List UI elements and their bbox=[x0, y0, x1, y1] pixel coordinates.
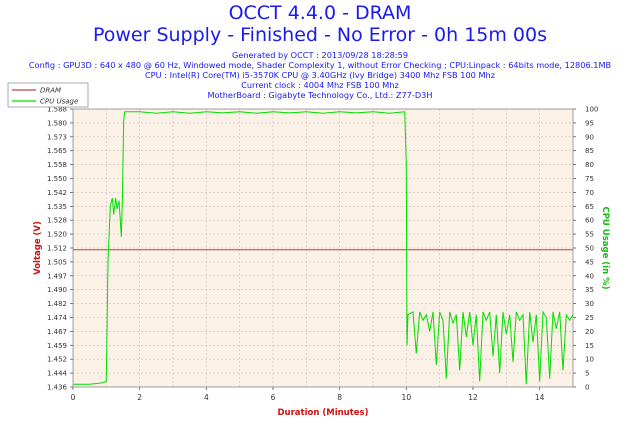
y2-tick-label: 90 bbox=[585, 133, 594, 141]
y-tick-label: 1.565 bbox=[47, 147, 67, 155]
y-tick-label: 1.490 bbox=[47, 286, 67, 294]
y2-tick-label: 80 bbox=[585, 161, 594, 169]
y2-tick-label: 70 bbox=[585, 189, 594, 197]
y2-tick-label: 55 bbox=[585, 231, 594, 239]
y-tick-label: 1.542 bbox=[47, 189, 67, 197]
x-tick-label: 2 bbox=[137, 393, 142, 402]
series-line-cpu-usage bbox=[73, 111, 574, 385]
info-generated: Generated by OCCT : 2013/09/28 18:28:59 bbox=[231, 50, 409, 60]
y-tick-label: 1.444 bbox=[47, 370, 68, 378]
y2-tick-label: 10 bbox=[585, 356, 594, 364]
x-axis-label: Duration (Minutes) bbox=[278, 408, 369, 418]
info-current-clock: Current clock : 4004 Mhz FSB 100 Mhz bbox=[241, 80, 399, 90]
y-tick-label: 1.573 bbox=[47, 133, 67, 141]
y-tick-label: 1.459 bbox=[47, 342, 67, 350]
y-tick-label: 1.505 bbox=[47, 258, 67, 266]
x-tick-label: 0 bbox=[71, 393, 76, 402]
x-tick-label: 12 bbox=[468, 393, 478, 402]
y2-tick-label: 15 bbox=[585, 342, 594, 350]
y-tick-label: 1.482 bbox=[47, 300, 67, 308]
y2-tick-label: 95 bbox=[585, 119, 594, 127]
y2-tick-label: 35 bbox=[585, 286, 594, 294]
y-tick-label: 1.520 bbox=[47, 231, 67, 239]
y-tick-label: 1.436 bbox=[47, 384, 68, 392]
y-tick-label: 1.474 bbox=[47, 314, 68, 322]
plot-frame bbox=[72, 108, 574, 388]
y2-tick-label: 5 bbox=[585, 370, 589, 378]
x-tick-label: 8 bbox=[337, 393, 342, 402]
y-tick-label: 1.550 bbox=[47, 175, 67, 183]
y2-tick-label: 40 bbox=[585, 272, 594, 280]
y2-tick-label: 85 bbox=[585, 147, 594, 155]
chart-title: OCCT 4.4.0 - DRAM bbox=[228, 2, 412, 24]
x-tick-label: 14 bbox=[535, 393, 545, 402]
y2-tick-label: 60 bbox=[585, 217, 594, 225]
legend-label: DRAM bbox=[40, 87, 61, 95]
y-tick-label: 1.558 bbox=[47, 161, 67, 169]
y2-tick-label: 20 bbox=[585, 328, 594, 336]
y2-tick-label: 65 bbox=[585, 203, 594, 211]
y2-tick-label: 30 bbox=[585, 300, 594, 308]
x-tick-label: 6 bbox=[271, 393, 276, 402]
y-tick-label: 1.467 bbox=[47, 328, 67, 336]
y2-tick-label: 75 bbox=[585, 175, 594, 183]
x-tick-label: 10 bbox=[402, 393, 412, 402]
y2-tick-label: 45 bbox=[585, 258, 594, 266]
legend-box bbox=[7, 82, 89, 108]
y-tick-label: 1.528 bbox=[47, 217, 67, 225]
y-tick-label: 1.452 bbox=[47, 356, 67, 364]
y2-tick-label: 25 bbox=[585, 314, 594, 322]
y2-tick-label: 50 bbox=[585, 245, 594, 253]
y2-tick-label: 0 bbox=[585, 384, 589, 392]
y-axis-label: Voltage (V) bbox=[33, 221, 43, 275]
legend-label: CPU Usage bbox=[40, 98, 78, 106]
y-tick-label: 1.512 bbox=[47, 245, 67, 253]
info-cpu: CPU : Intel(R) Core(TM) i5-3570K CPU @ 3… bbox=[144, 70, 496, 80]
y2-axis-label: CPU Usage (in %) bbox=[600, 206, 610, 289]
info-config: Config : GPU3D : 640 x 480 @ 60 Hz, Wind… bbox=[28, 60, 612, 70]
y-tick-label: 1.497 bbox=[47, 272, 67, 280]
x-tick-label: 4 bbox=[204, 393, 209, 402]
y-tick-label: 1.580 bbox=[47, 119, 67, 127]
chart-subtitle: Power Supply - Finished - No Error - 0h … bbox=[92, 24, 548, 46]
y-tick-label: 1.535 bbox=[47, 203, 67, 211]
y2-tick-label: 100 bbox=[585, 106, 598, 114]
info-motherboard: MotherBoard : Gigabyte Technology Co., L… bbox=[207, 90, 433, 100]
y-tick-label: 1.588 bbox=[47, 106, 67, 114]
